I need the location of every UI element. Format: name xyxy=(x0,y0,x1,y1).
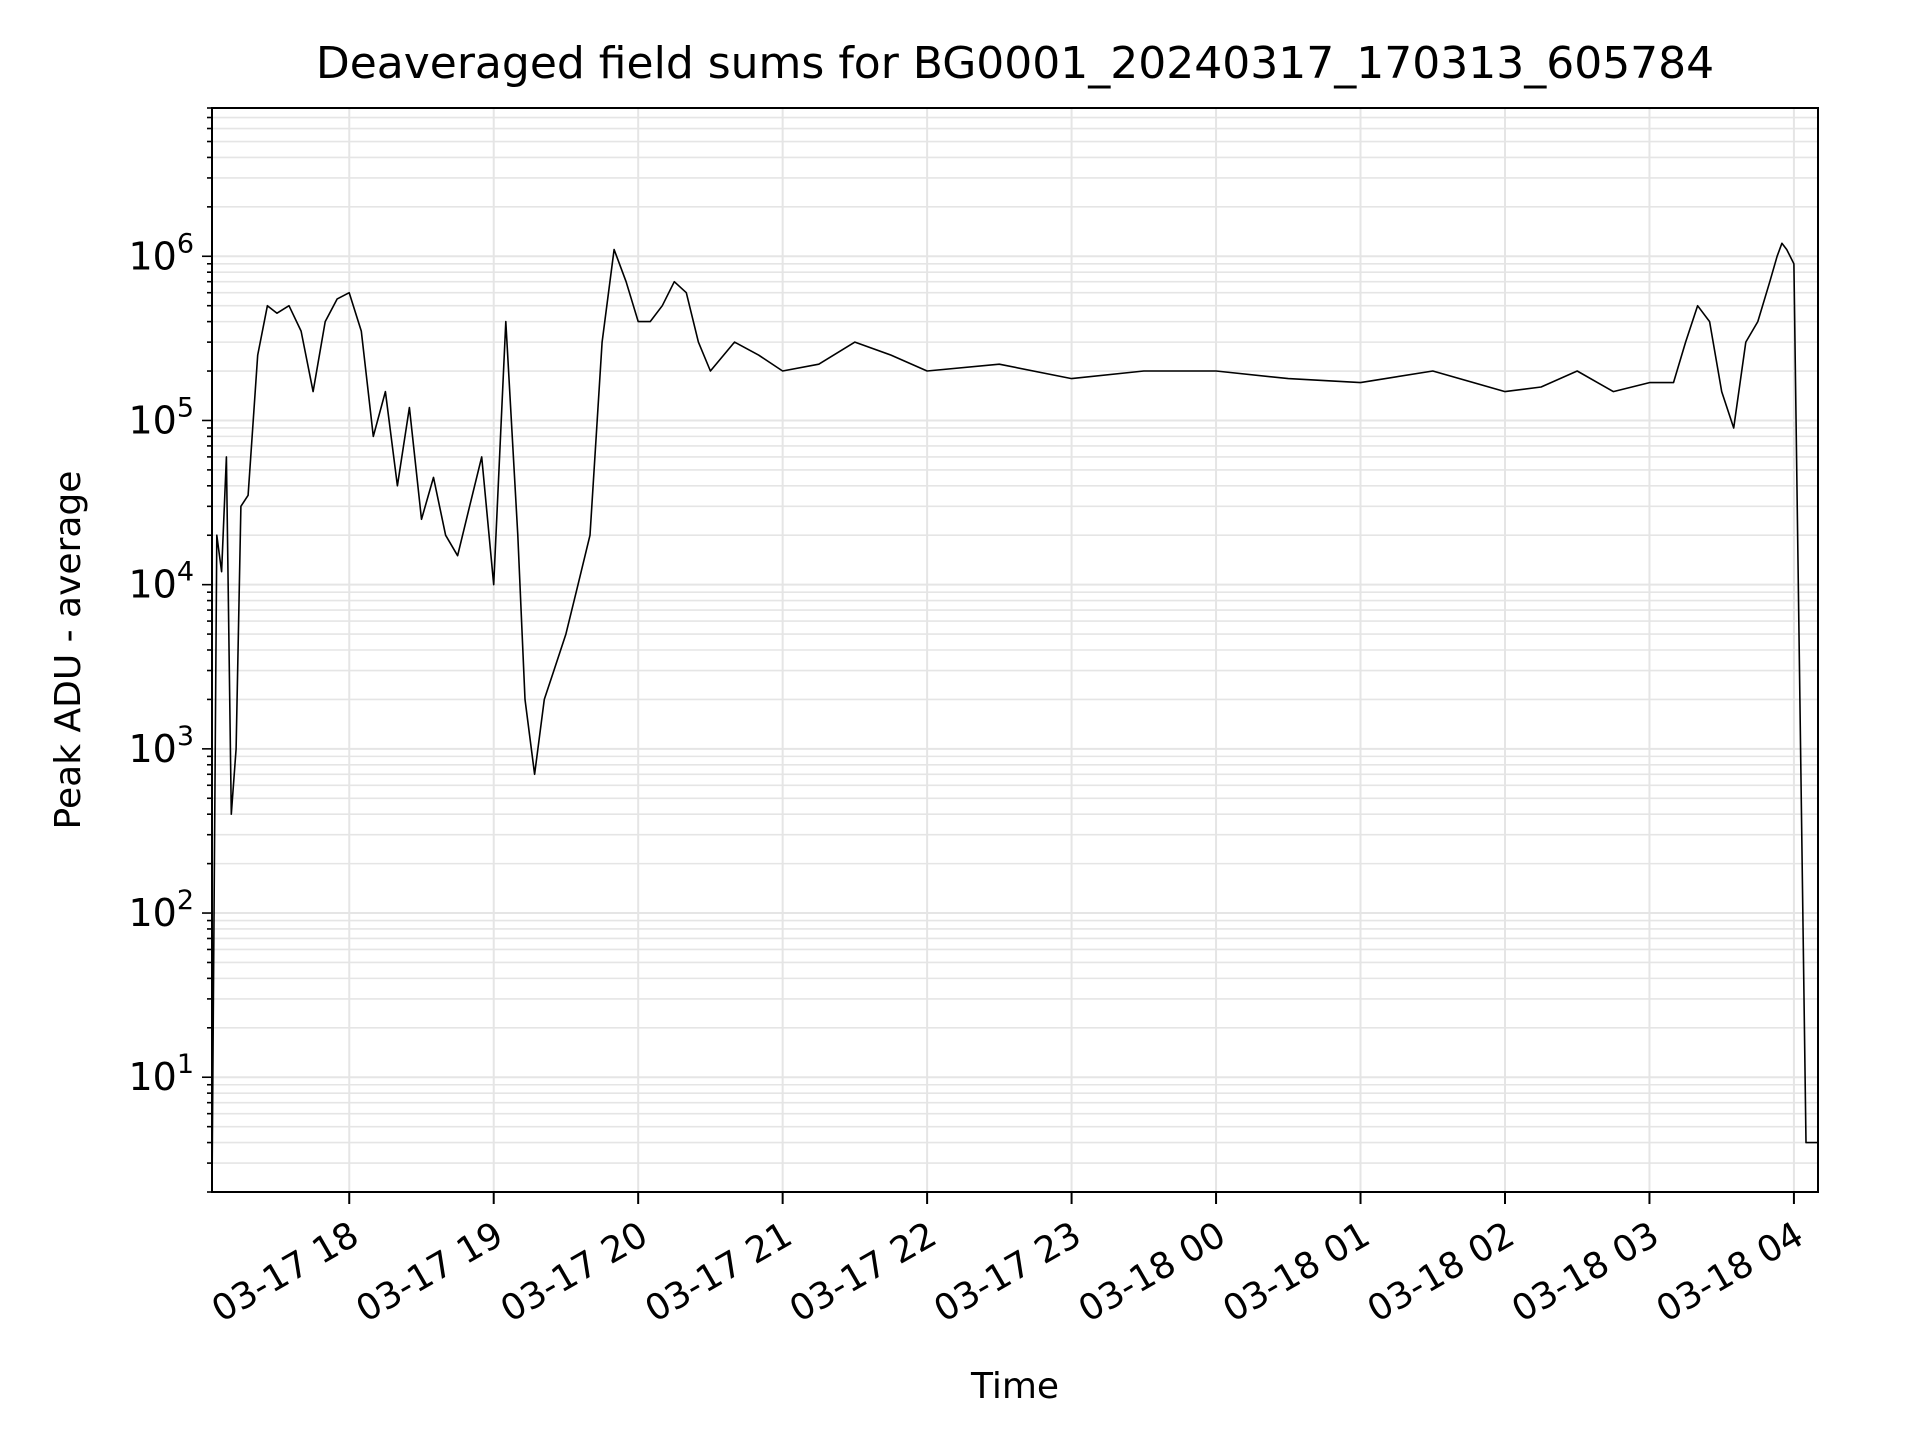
x-tick-label: 03-18 01 xyxy=(1216,1214,1377,1330)
y-tick-label: 106 xyxy=(128,228,194,278)
x-tick-label: 03-17 22 xyxy=(783,1214,944,1330)
y-axis-label: Peak ADU - average xyxy=(48,471,89,830)
x-tick-label: 03-17 19 xyxy=(350,1214,511,1330)
x-tick-label: 03-17 23 xyxy=(927,1214,1088,1330)
series-line xyxy=(211,242,1818,1193)
chart-title: Deaveraged field sums for BG0001_2024031… xyxy=(316,38,1714,89)
x-tick-label: 03-18 02 xyxy=(1361,1214,1522,1330)
x-tick-label: 03-18 04 xyxy=(1650,1214,1811,1330)
x-tick-label: 03-17 21 xyxy=(638,1214,799,1330)
x-tick-label: 03-18 00 xyxy=(1072,1214,1233,1330)
y-axis: 101 102 103 104 105 106 xyxy=(128,107,212,1193)
y-tick-label: 104 xyxy=(128,557,194,607)
y-tick-label: 101 xyxy=(128,1049,194,1099)
series-group xyxy=(211,242,1818,1193)
x-tick-label: 03-18 03 xyxy=(1505,1214,1666,1330)
y-tick-label: 103 xyxy=(128,721,194,771)
y-tick-label: 102 xyxy=(128,885,194,935)
x-tick-label: 03-17 20 xyxy=(494,1214,655,1330)
grid xyxy=(212,107,1818,1193)
y-tick-label: 105 xyxy=(128,392,194,442)
x-axis-label: Time xyxy=(970,1366,1059,1407)
x-tick-label: 03-17 18 xyxy=(205,1214,366,1330)
